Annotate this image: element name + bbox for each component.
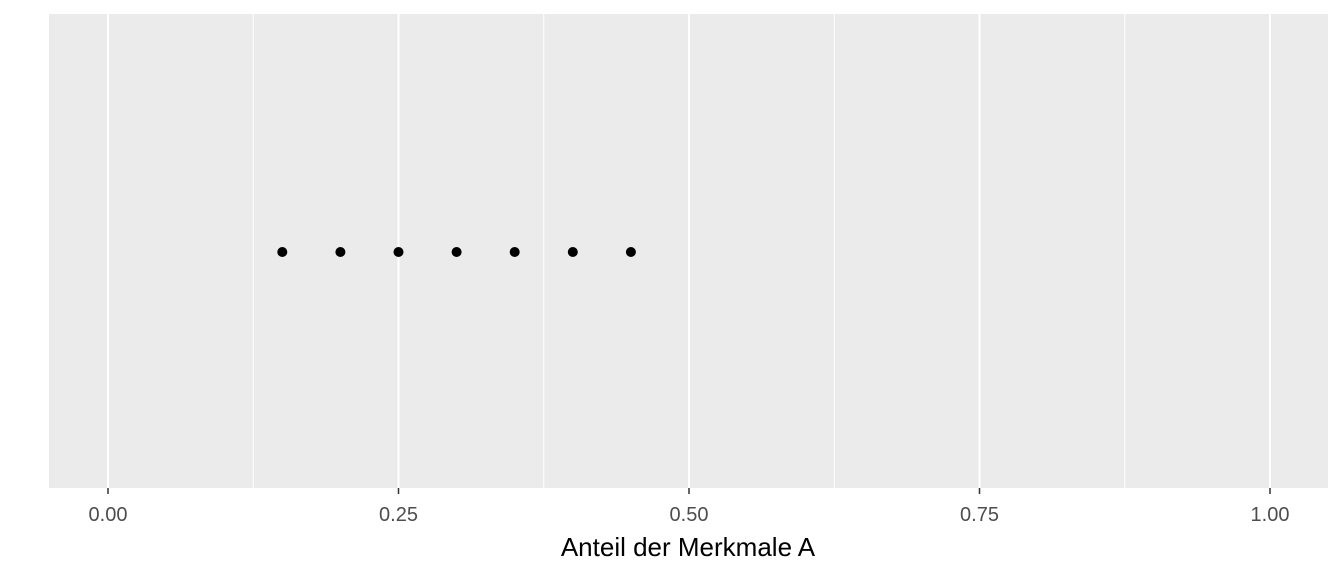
data-point [451,247,462,257]
data-point [277,247,288,257]
x-tick-labels: 0.00 0.25 0.50 0.75 1.00 [89,504,1290,526]
data-point [393,247,404,257]
x-tick-label: 0.25 [379,504,418,526]
data-points [277,247,636,257]
data-point [625,247,636,257]
x-tick-label: 0.50 [670,504,709,526]
data-point [335,247,346,257]
minor-grid [252,14,1126,488]
data-point [509,247,520,257]
x-axis-title: Anteil der Merkmale A [561,532,816,562]
x-tick-label: 0.00 [89,504,128,526]
x-axis-ticks [107,488,1271,494]
x-tick-label: 1.00 [1251,504,1290,526]
x-tick-label: 0.75 [960,504,999,526]
data-point [567,247,578,257]
